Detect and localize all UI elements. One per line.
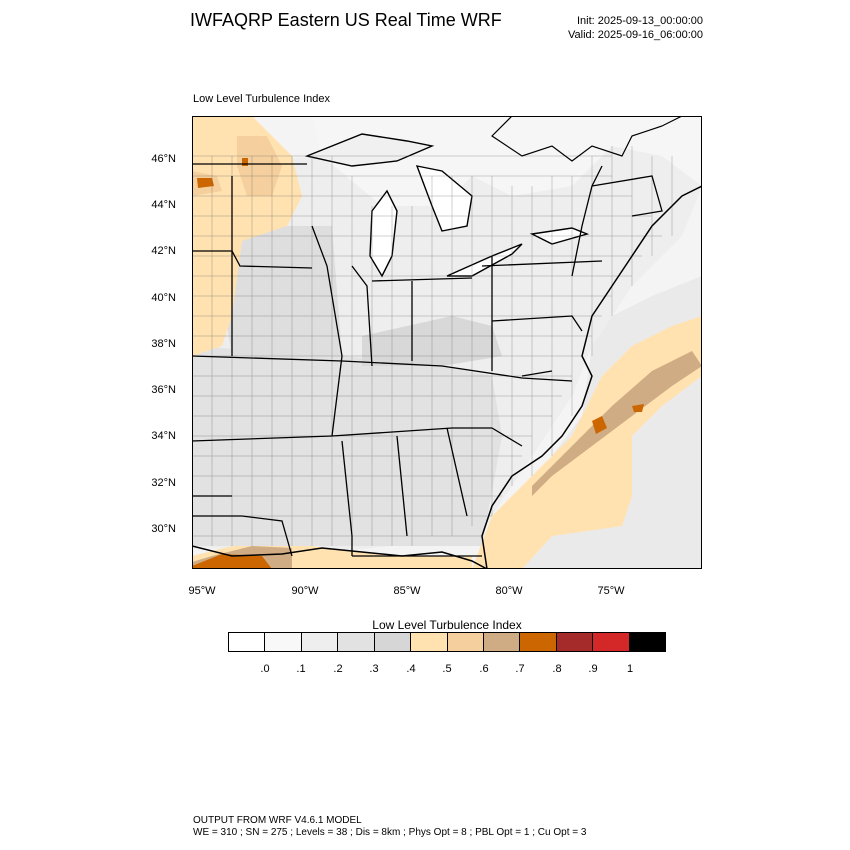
colorbar-tick: .8 [552,663,562,675]
lat-label-42: 42°N [151,245,176,257]
colorbar-tick: .4 [406,663,416,675]
lat-label-46: 46°N [151,153,176,165]
colorbar-tick: .3 [369,663,379,675]
lon-label-90: 90°W [291,585,319,597]
turb-mn-08 [242,158,248,166]
map-panel [192,116,702,569]
turb-atlantic-08a [592,416,607,434]
run-times: Init: 2025-09-13_00:00:00 Valid: 2025-09… [568,14,703,42]
east-coastline [481,185,702,569]
colorbar-cell-5 [410,632,447,652]
valid-time: Valid: 2025-09-16_06:00:00 [568,29,703,41]
init-time: Init: 2025-09-13_00:00:00 [577,15,703,27]
map-border [192,116,702,569]
lon-label-75: 75°W [597,585,625,597]
colorbar-tick: .7 [515,663,525,675]
map-title: IWFAQRP Eastern US Real Time WRF [190,10,502,30]
lat-label-38: 38°N [151,338,176,350]
lat-label-34: 34°N [151,430,176,442]
colorbar-tick: .6 [479,663,489,675]
colorbar-tick: 1 [626,663,634,675]
canada-border [491,116,683,162]
gulf-coastline [192,545,488,569]
colorbar-cell-3 [337,632,374,652]
turb-sd-08 [197,178,214,188]
lake-superior [304,133,435,167]
colorbar-cell-2 [300,632,338,652]
turb-atlantic-08b [632,404,644,412]
colorbar-tick: .0 [260,663,270,675]
colorbar-cell-1 [264,632,301,652]
footer-line-1: OUTPUT FROM WRF V4.6.1 MODEL [193,815,362,826]
turb-gulf-08 [192,554,272,569]
state-borders [192,163,663,557]
colorbar-cell-0 [228,632,265,652]
colorbar-cell-4 [373,632,411,652]
colorbar-title: Low Level Turbulence Index [372,618,522,632]
colorbar-tick: .5 [442,663,452,675]
colorbar-tick: .2 [333,663,343,675]
plot-label: Low Level Turbulence Index [193,93,330,105]
colorbar-cell-11 [628,632,667,652]
lat-label-36: 36°N [151,384,176,396]
colorbar-cell-8 [519,632,556,652]
footer-line-2: WE = 310 ; SN = 275 ; Levels = 38 ; Dis … [193,827,587,838]
colorbar-cell-9 [555,632,593,652]
lat-label-32: 32°N [151,477,176,489]
colorbar-tick: .1 [296,663,306,675]
colorbar [228,632,667,652]
turb-atlantic-07 [532,351,702,496]
lat-label-44: 44°N [151,199,176,211]
lon-label-95: 95°W [188,585,216,597]
colorbar-cell-6 [446,632,483,652]
model-footer: OUTPUT FROM WRF V4.6.1 MODEL WE = 310 ; … [193,815,586,839]
turb-mn-06 [237,136,282,196]
colorbar-cell-10 [592,632,629,652]
colorbar-cell-7 [482,632,520,652]
canada-region [312,116,702,206]
lat-label-40: 40°N [151,292,176,304]
colorbar-tick: .9 [588,663,598,675]
lon-label-80: 80°W [495,585,523,597]
lon-label-85: 85°W [393,585,421,597]
lat-label-30: 30°N [151,523,176,535]
map-svg [192,116,702,569]
